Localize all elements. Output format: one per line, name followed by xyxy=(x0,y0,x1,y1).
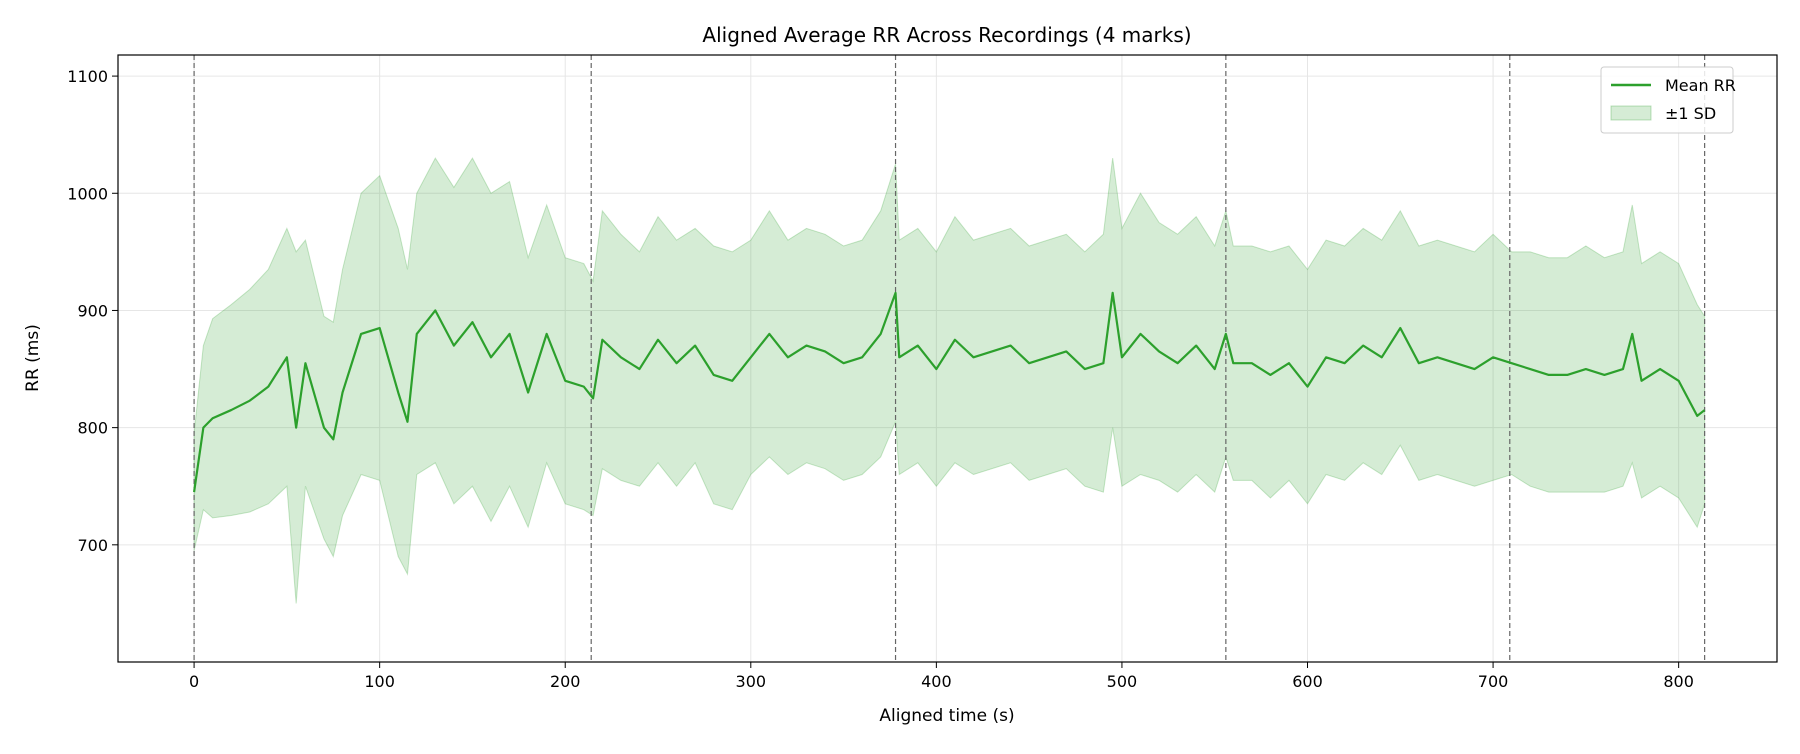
y-tick-label: 900 xyxy=(77,301,108,320)
y-tick-label: 700 xyxy=(77,536,108,555)
y-tick-label: 1100 xyxy=(67,67,108,86)
x-tick-label: 100 xyxy=(364,672,395,691)
y-axis: 700 800 900 1000 1100 xyxy=(67,67,118,555)
legend-label-sd: ±1 SD xyxy=(1665,104,1716,123)
x-tick-label: 300 xyxy=(736,672,767,691)
chart-title: Aligned Average RR Across Recordings (4 … xyxy=(702,23,1191,47)
x-tick-label: 700 xyxy=(1478,672,1509,691)
x-tick-label: 0 xyxy=(189,672,199,691)
x-tick-label: 200 xyxy=(550,672,581,691)
x-tick-label: 400 xyxy=(921,672,952,691)
x-tick-label: 600 xyxy=(1292,672,1323,691)
legend-band-swatch xyxy=(1610,105,1652,121)
y-tick-label: 800 xyxy=(77,419,108,438)
legend: Mean RR ±1 SD xyxy=(1600,66,1736,134)
x-axis-label: Aligned time (s) xyxy=(879,706,1014,726)
plot-frame xyxy=(117,54,1778,663)
x-axis: 0 100 200 300 400 500 600 700 800 xyxy=(189,662,1694,691)
y-tick-label: 1000 xyxy=(67,184,108,203)
sd-band xyxy=(193,157,1706,604)
y-axis-label: RR (ms) xyxy=(23,324,43,392)
alignment-marks xyxy=(193,55,1706,662)
mean-rr-line xyxy=(192,291,1706,493)
sd-band-area xyxy=(193,157,1706,604)
mean-line xyxy=(192,291,1706,493)
grid xyxy=(118,55,1777,662)
x-tick-label: 800 xyxy=(1663,672,1694,691)
legend-label-mean: Mean RR xyxy=(1665,76,1736,95)
x-tick-label: 500 xyxy=(1107,672,1138,691)
legend-box xyxy=(1600,66,1734,134)
